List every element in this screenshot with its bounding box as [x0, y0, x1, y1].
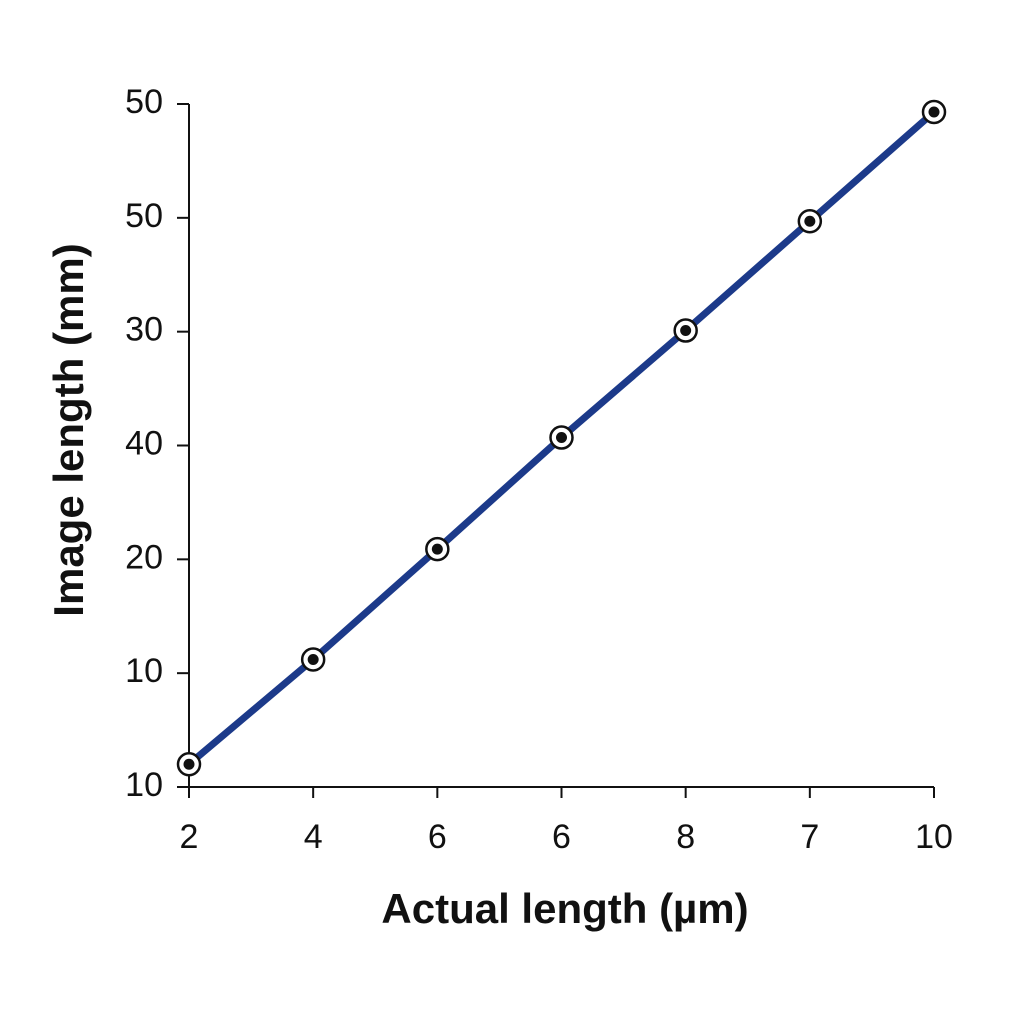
- marker-dot: [680, 325, 692, 337]
- x-tick-label: 10: [915, 818, 953, 856]
- x-tick-label: 4: [304, 818, 323, 856]
- y-tick-label: 20: [125, 538, 163, 576]
- x-tick-label: 2: [180, 818, 199, 856]
- y-tick-label: 50: [125, 197, 163, 235]
- y-tick-label: 10: [125, 766, 163, 804]
- marker-dot: [183, 758, 195, 770]
- x-tick-label: 6: [552, 818, 571, 856]
- y-tick-label: 50: [125, 83, 163, 121]
- marker-dot: [804, 215, 816, 227]
- x-tick-label: 8: [676, 818, 695, 856]
- x-tick-label: 6: [428, 818, 447, 856]
- y-axis-label: Image length (mm): [45, 243, 92, 616]
- y-tick-label: 40: [125, 424, 163, 462]
- marker-dot: [431, 543, 443, 555]
- y-tick-label: 10: [125, 652, 163, 690]
- marker-dot: [928, 106, 940, 118]
- marker-dot: [556, 432, 567, 444]
- marker-dot: [307, 654, 319, 666]
- x-tick-label: 7: [800, 818, 819, 856]
- x-axis-label: Actual length (µm): [381, 885, 748, 932]
- y-tick-label: 30: [125, 311, 163, 349]
